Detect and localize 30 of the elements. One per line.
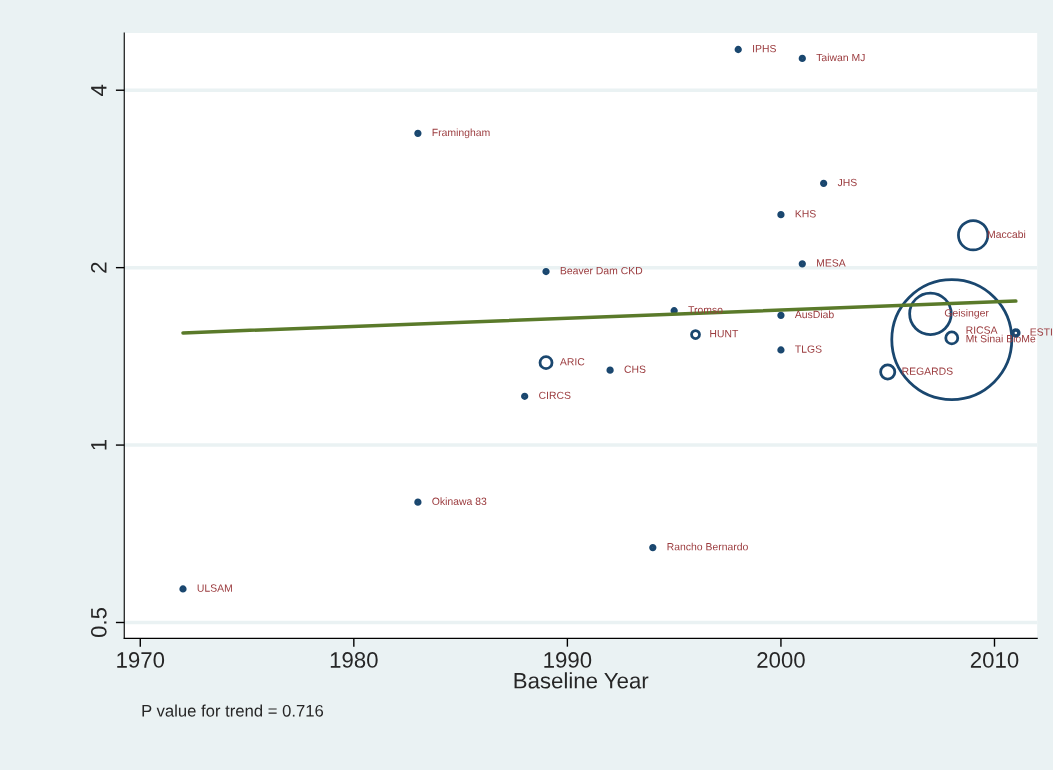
annotation: Framingham [432, 128, 490, 139]
y-tick-label: 1 [91, 439, 107, 450]
annotation: HUNT [710, 330, 739, 338]
text: P value for trend = 0.716 [142, 704, 324, 717]
annotation: Beaver Dam CKD [560, 266, 643, 275]
annotation: AusDiab [794, 310, 834, 319]
annotation: Taiwan MJ [816, 53, 865, 62]
y-tick-label: 4 [91, 84, 107, 96]
x-tick-label: 2000 [757, 652, 805, 668]
x-tick-label: 1980 [330, 652, 378, 668]
y-tick-label: 2 [90, 262, 107, 273]
y-tick-label: 0.5 [90, 607, 107, 638]
x-tick-label: 1990 [544, 652, 592, 668]
annotation: RICSA [966, 326, 998, 334]
annotation: IPHS [753, 44, 776, 53]
annotation: CIRCS [539, 391, 571, 400]
x-axis-title: Baseline Year [514, 672, 649, 689]
x-tick-label: 2010 [970, 652, 1019, 668]
annotation: CHS [624, 365, 646, 373]
annotation: ARIC [559, 358, 585, 366]
annotation: KHS [795, 210, 816, 218]
annotation: ESTI [1030, 328, 1052, 336]
annotation: Rancho Bernardo [667, 542, 748, 551]
x-tick-label: 1970 [117, 652, 165, 668]
annotation: MESA [817, 259, 846, 267]
annotation: REGARDS [902, 367, 953, 375]
annotation: TLGS [795, 345, 822, 353]
annotation: Okinawa 83 [432, 497, 487, 505]
annotation: JHS [837, 178, 857, 187]
annotation: ULSAM [197, 584, 232, 592]
